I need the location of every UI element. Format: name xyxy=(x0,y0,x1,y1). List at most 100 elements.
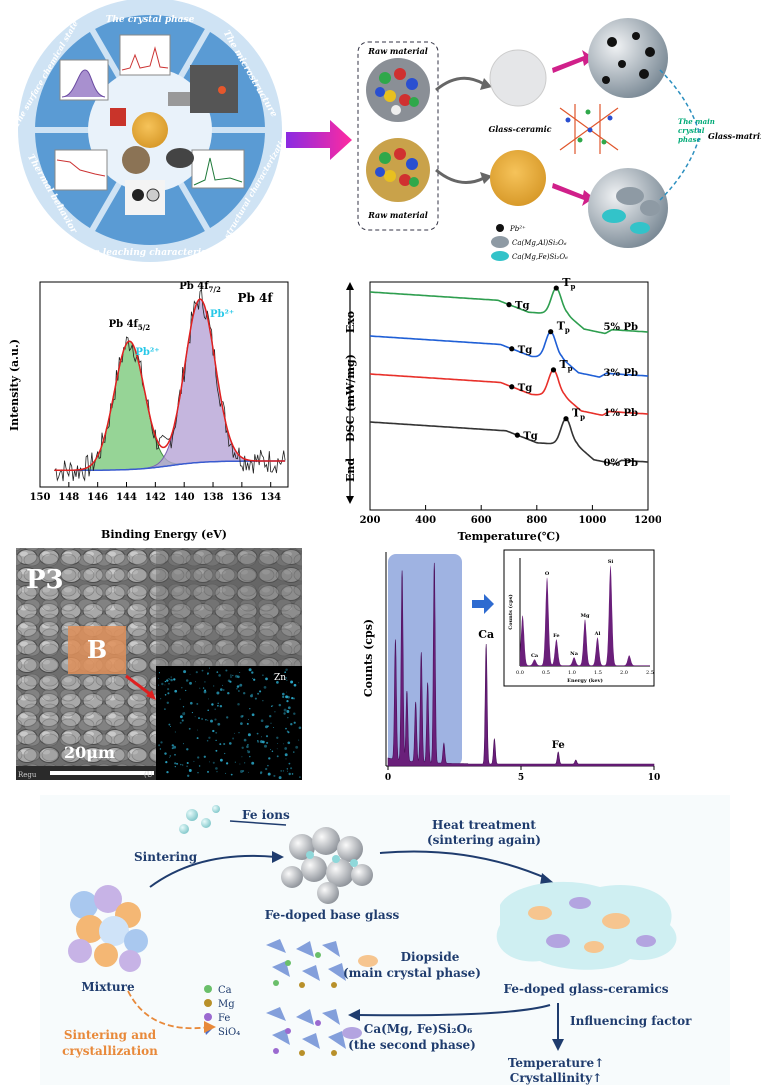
region-b-marker xyxy=(68,626,126,674)
eds-inset-tick-label: 1.5 xyxy=(594,670,602,676)
species-label-1: Pb²⁺ xyxy=(135,347,159,358)
xps-x-tick-label: 138 xyxy=(203,492,224,503)
glass-matrix-label: Glass-matrix xyxy=(708,131,761,141)
dsc-x-tick-label: 800 xyxy=(526,515,547,526)
instrument-icon xyxy=(168,92,190,106)
fe-atom-icon xyxy=(204,1013,212,1021)
eds-inset-spectrum xyxy=(520,565,650,666)
diopside-label: Diopside (main crystal phase) xyxy=(343,950,481,980)
xps-y-axis-label: Intensity (a.u.) xyxy=(8,339,21,431)
legend-ca-mg-fe: Ca(Mg,Fe)Si₂O₆ xyxy=(512,253,568,261)
dsc-curve-1 xyxy=(369,330,649,378)
tp-label: Tp xyxy=(559,358,572,373)
zn-map-label: Zn xyxy=(274,673,286,683)
tg-marker xyxy=(509,384,515,390)
tg-marker xyxy=(509,346,515,352)
characterization-wheel-figure: The crystal phase The microstructure The… xyxy=(11,0,761,262)
region-b-label: B xyxy=(87,635,107,664)
sintering-arrow-icon xyxy=(149,854,277,888)
peak-label-4f72: Pb 4f7/2 xyxy=(179,281,221,294)
scale-bar xyxy=(50,771,154,775)
eds-x-tick-label: 0 xyxy=(385,773,391,782)
sem-sample-label: P3 xyxy=(26,565,64,595)
arrow-icon xyxy=(435,76,485,92)
xps-chart: 150 148 146 144 142 140 138 136 134 Pb 4f Pb 4f5… xyxy=(8,281,289,541)
eds-inset-peak-label: Al xyxy=(594,631,601,637)
crystal-structure-second-icon xyxy=(256,1003,352,1061)
second-phase-label: Ca(Mg, Fe)Si₂O₆ (the second phase) xyxy=(348,1022,476,1052)
series-label: 1% Pb xyxy=(604,408,638,419)
series-label: 0% Pb xyxy=(604,458,638,469)
tp-marker xyxy=(553,285,559,291)
xps-x-tick-label: 136 xyxy=(231,492,252,503)
sector-label-crystal-phase: The crystal phase xyxy=(106,15,195,25)
fe-doped-glass-ceramics-icon xyxy=(496,881,677,970)
dsc-chart: Tg Tp 5% Pb Tg Tp 3% Pb Tg Tp 1% Pb Tg Tp 0% Pb 200… xyxy=(344,276,661,543)
tp-marker xyxy=(548,329,554,335)
eds-inset-x-ticks: 0.0 0.5 1.0 1.5 2.0 2.5 xyxy=(516,670,654,676)
eds-spectrum xyxy=(387,562,655,767)
legend-ca: Ca xyxy=(218,985,232,996)
main-crystal-phase-label: The main crystal phase xyxy=(678,117,715,144)
fe-ions-icon xyxy=(179,805,220,834)
eds-inset-peak-label: Fe xyxy=(553,633,559,639)
eds-inset-y-label: Counts (cps) xyxy=(507,594,514,630)
camgal-legend-icon xyxy=(491,236,509,248)
dsc-curve-2 xyxy=(369,368,649,417)
sem-image: P3 B Zn 20μm Regu (U xyxy=(16,548,302,780)
legend-pb: Pb²⁺ xyxy=(509,225,526,233)
crystal-structure-icon xyxy=(556,102,622,154)
legend-sio4: SiO₄ xyxy=(218,1027,240,1038)
raw-material-box xyxy=(357,41,439,231)
sintering-crystallization-label: Sintering and crystallization xyxy=(62,1028,158,1058)
fe-ions-label: Fe ions xyxy=(242,808,290,822)
base-glass-label: Fe-doped base glass xyxy=(265,908,400,922)
dashed-connector xyxy=(659,69,701,201)
xps-title: Pb 4f xyxy=(237,291,273,305)
fe-ions-arrow-icon xyxy=(229,820,287,826)
legend-ca-mg-al: Ca(Mg,Al)Si₂O₆ xyxy=(512,239,567,247)
influencing-factor-label: Influencing factor xyxy=(570,1014,692,1028)
eds-inset-tick-label: 1.0 xyxy=(568,670,576,676)
xps-x-tick-label: 144 xyxy=(116,492,137,503)
xps-x-ticks: 150 148 146 144 142 140 138 136 134 xyxy=(30,482,281,503)
eds-inset-peak-label: Si xyxy=(608,559,614,565)
eds-inset-tick-label: 2.0 xyxy=(620,670,628,676)
eds-x-ticks: 0 5 10 xyxy=(385,766,660,782)
eds-y-axis-label: Counts (cps) xyxy=(362,619,375,697)
eds-inset-tick-label: 0.0 xyxy=(516,670,524,676)
dsc-x-tick-label: 600 xyxy=(471,515,492,526)
eds-inset-peak-label: Ca xyxy=(531,653,539,659)
eds-inset-tick-label: 0.5 xyxy=(542,670,550,676)
sample-icon xyxy=(132,112,168,148)
dsc-x-tick-label: 200 xyxy=(360,515,381,526)
tp-label: Tp xyxy=(562,276,575,291)
tg-label: Tg xyxy=(518,383,532,394)
zn-map-inset xyxy=(156,666,302,780)
heat-treatment-label: Heat treatment (sintering again) xyxy=(427,818,541,847)
sem-footer-left: Regu xyxy=(18,771,37,779)
glass-microstructure-icon xyxy=(588,18,668,98)
temperature-label: Temperature↑ xyxy=(508,1056,604,1070)
arrow-icon xyxy=(435,168,485,184)
tp-marker xyxy=(550,367,557,373)
glass-sample-icon xyxy=(489,49,547,107)
sector-label-leaching: The leaching characteristic xyxy=(81,248,220,258)
peak-label-4f52: Pb 4f5/2 xyxy=(109,319,151,332)
tg-label: Tg xyxy=(515,301,529,312)
raw-material-top-label: Raw material xyxy=(367,46,428,56)
ca-atom-icon xyxy=(204,985,212,993)
crucible-icon xyxy=(166,148,194,168)
series-label: 3% Pb xyxy=(604,368,638,379)
dsc-x-tick-label: 1000 xyxy=(578,515,606,526)
glass-ceramics-label: Fe-doped glass-ceramics xyxy=(503,982,668,996)
fe-doped-base-glass-icon xyxy=(281,827,373,904)
eds-inset-peak-label: Na xyxy=(570,651,579,657)
return-arrow-icon xyxy=(355,1004,551,1017)
glass-ceramic-sample-icon xyxy=(490,150,546,206)
tp-label: Tp xyxy=(557,320,570,335)
raw-material-bottom-label: Raw material xyxy=(367,210,428,220)
dsc-x-ticks: 200 400 600 800 1000 1200 xyxy=(360,505,661,526)
tp-marker xyxy=(563,416,569,422)
dsc-plot-frame xyxy=(369,281,649,511)
